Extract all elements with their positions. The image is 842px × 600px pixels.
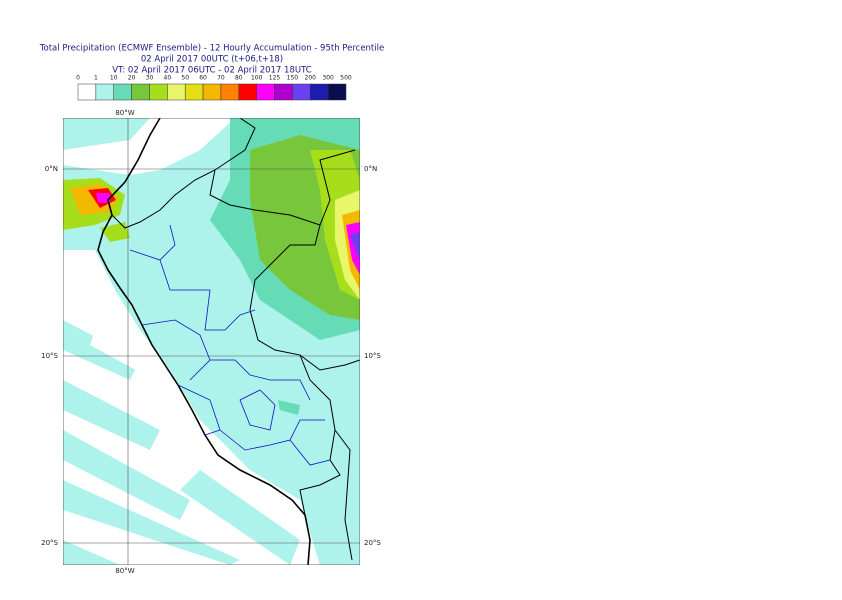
legend-label: 80 (235, 75, 243, 82)
legend-label: 70 (217, 75, 225, 82)
lat-label: 0°N (45, 165, 58, 173)
lat-label: 20°S (41, 539, 58, 547)
legend: 0 1 10 20 30 40 50 60 70 80 100 125 150 200 300 500 (76, 75, 352, 101)
legend-swatch (202, 83, 222, 101)
legend-swatch (310, 83, 329, 101)
legend-swatch (113, 83, 132, 101)
legend-label: 40 (164, 75, 172, 82)
legend-swatch (292, 83, 311, 101)
subtitle: 02 April 2017 00UTC (t+06,t+18) (141, 55, 283, 65)
legend-label: 200 (305, 75, 317, 82)
legend-label: 20 (128, 75, 136, 82)
legend-label: 150 (287, 75, 299, 82)
legend-swatch (167, 83, 186, 101)
legend-swatch (95, 83, 114, 101)
lon-label: 80°W (115, 567, 134, 575)
legend-label: 100 (251, 75, 263, 82)
legend-label: 0 (76, 75, 80, 82)
lat-label: 10°S (364, 352, 381, 360)
title: Total Precipitation (ECMWF Ensemble) - 1… (39, 44, 384, 54)
legend-swatch (238, 83, 257, 101)
legend-label: 60 (199, 75, 207, 82)
lon-label: 80°W (115, 109, 134, 117)
map (63, 118, 360, 565)
legend-swatch (131, 83, 150, 101)
legend-swatch (149, 83, 168, 101)
legend-label: 50 (181, 75, 189, 82)
legend-swatch (327, 83, 347, 101)
legend-label: 300 (322, 75, 334, 82)
legend-label: 30 (146, 75, 154, 82)
legend-swatch (184, 83, 204, 101)
valid-time: VT: 02 April 2017 06UTC - 02 April 2017 … (112, 66, 311, 76)
legend-swatch (220, 83, 240, 101)
lat-label: 20°S (364, 539, 381, 547)
legend-label: 1 (94, 75, 98, 82)
legend-swatch (77, 83, 97, 101)
lat-label: 0°N (364, 165, 377, 173)
lat-label: 10°S (41, 352, 58, 360)
legend-label: 10 (110, 75, 118, 82)
legend-label: 125 (269, 75, 281, 82)
legend-label: 500 (340, 75, 352, 82)
legend-swatch (256, 83, 275, 101)
legend-swatch (274, 83, 293, 101)
